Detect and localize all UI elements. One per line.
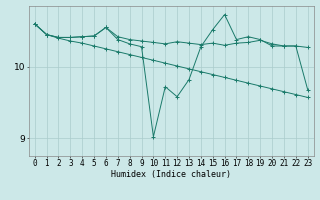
- X-axis label: Humidex (Indice chaleur): Humidex (Indice chaleur): [111, 170, 231, 179]
